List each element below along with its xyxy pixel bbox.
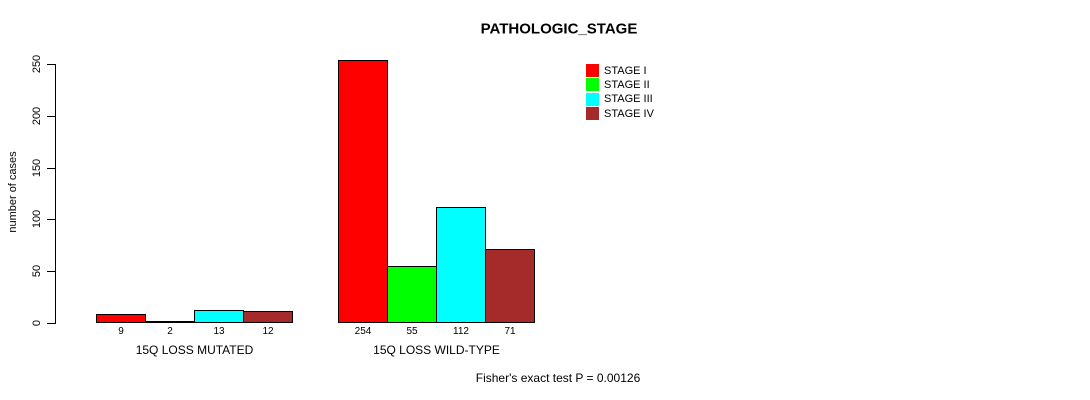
bar-value-label: 55 — [406, 326, 418, 337]
y-axis-label: number of cases — [7, 151, 19, 233]
group-label-15q-loss-mutated: 15Q LOSS MUTATED — [135, 343, 254, 357]
bar-value-label: 12 — [262, 326, 274, 337]
legend-swatch-stage-ii — [586, 78, 599, 91]
bar-value-label: 254 — [354, 326, 372, 337]
bar-stage-ii — [145, 321, 195, 323]
legend-swatch-stage-iv — [586, 107, 599, 120]
y-tick-label: 200 — [31, 106, 43, 126]
bar-stage-iii — [436, 207, 486, 323]
y-axis-line — [55, 64, 56, 324]
bar-value-label: 9 — [118, 326, 124, 337]
y-tick-label: 150 — [31, 158, 43, 178]
bar-value-label: 112 — [453, 326, 469, 337]
y-tick-mark — [47, 271, 55, 272]
legend-label-stage-i: STAGE I — [604, 65, 647, 77]
bar-stage-iv — [485, 249, 535, 323]
legend-label-stage-iii: STAGE III — [604, 93, 653, 105]
bar-stage-i — [338, 60, 388, 323]
y-tick-mark — [47, 64, 55, 65]
group-label-15q-loss-wild-type: 15Q LOSS WILD-TYPE — [373, 343, 500, 357]
bar-value-label: 2 — [167, 326, 173, 337]
y-tick-mark — [47, 168, 55, 169]
legend-swatch-stage-iii — [586, 93, 599, 106]
bar-stage-ii — [387, 266, 437, 323]
bar-value-label: 13 — [213, 326, 225, 337]
y-tick-label: 100 — [31, 209, 43, 229]
stat-annotation: Fisher's exact test P = 0.00126 — [475, 371, 641, 385]
legend-label-stage-iv: STAGE IV — [604, 108, 654, 120]
bar-value-label: 71 — [504, 326, 516, 337]
bar-stage-iv — [243, 311, 293, 323]
chart-title: PATHOLOGIC_STAGE — [480, 20, 638, 38]
bar-stage-iii — [194, 310, 244, 323]
y-tick-mark — [47, 219, 55, 220]
legend-label-stage-ii: STAGE II — [604, 79, 650, 91]
legend-swatch-stage-i — [586, 64, 599, 77]
y-tick-mark — [47, 323, 55, 324]
bar-stage-i — [96, 314, 146, 323]
y-tick-label: 50 — [31, 264, 43, 278]
y-tick-label: 0 — [31, 319, 43, 327]
y-tick-label: 250 — [31, 54, 43, 74]
y-tick-mark — [47, 116, 55, 117]
